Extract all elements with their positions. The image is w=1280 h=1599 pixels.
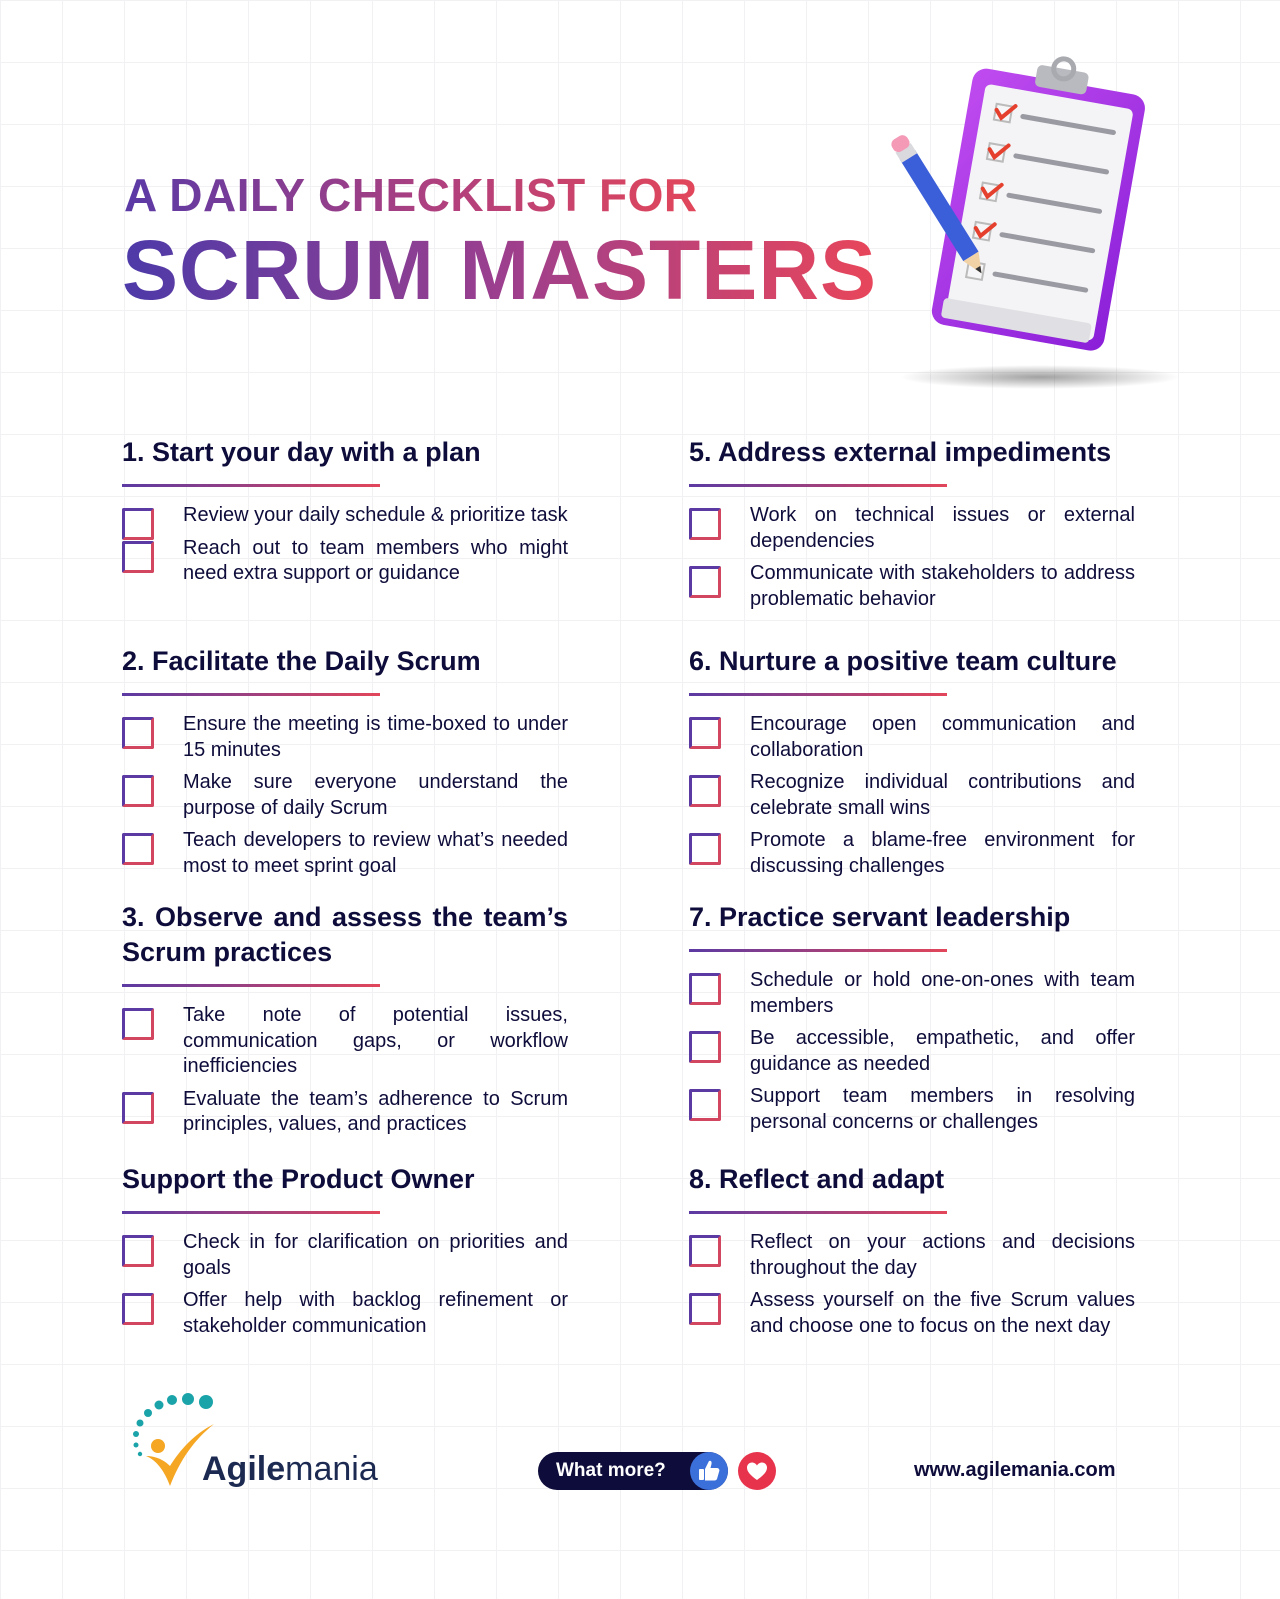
section-title: 5. Address external impediments <box>689 437 1112 467</box>
item-text: Schedule or hold one-on-ones with team m… <box>750 969 1135 1017</box>
thumbs-up-icon[interactable] <box>690 1452 728 1490</box>
checkbox[interactable] <box>122 1091 154 1124</box>
item-text: Make sure everyone understand the purpos… <box>183 771 568 819</box>
checkbox[interactable] <box>122 717 154 749</box>
checklist-item: Encourage open communication and collabo… <box>689 712 1135 763</box>
checklist-item: Communicate with stakeholders to address… <box>689 561 1135 612</box>
checklist-item: Review your daily schedule & prioritize … <box>122 503 568 540</box>
section-title: 7. Practice servant leadership <box>689 902 1071 932</box>
checkbox[interactable] <box>689 566 721 598</box>
item-text: Evaluate the team’s adherence to Scrum p… <box>183 1087 568 1136</box>
section-5: 5. Address external impediments Work on … <box>689 435 1135 619</box>
item-text: Recognize individual contributions and c… <box>750 771 1135 819</box>
website-link[interactable]: www.agilemania.com <box>914 1459 1116 1481</box>
checkbox[interactable] <box>689 717 721 749</box>
section-title: 2. Facilitate the Daily Scrum <box>122 646 481 676</box>
brand-name: Agilemania <box>202 1450 378 1489</box>
page-title-line2: SCRUM MASTERS <box>122 223 878 317</box>
item-text: Reach out to team members who might need… <box>183 536 568 585</box>
section-8: 8. Reflect and adapt Reflect on your act… <box>689 1162 1135 1346</box>
checklist-item: Reflect on your actions and decisions th… <box>689 1230 1135 1281</box>
checklist-item: Make sure everyone understand the purpos… <box>122 770 568 821</box>
checkbox[interactable] <box>689 833 721 865</box>
heart-icon[interactable] <box>738 1452 776 1490</box>
checkbox[interactable] <box>122 1293 154 1325</box>
section-title: 3. Observe and assess the team’s Scrum p… <box>122 902 568 967</box>
checklist-item: Check in for clarification on priorities… <box>122 1230 568 1281</box>
clipboard-illustration-icon <box>891 56 1180 389</box>
section-2: 2. Facilitate the Daily Scrum Ensure the… <box>122 644 568 886</box>
item-text: Be accessible, empathetic, and offer gui… <box>750 1027 1135 1075</box>
checklist-item: Assess yourself on the five Scrum values… <box>689 1288 1135 1339</box>
checklist-item: Take note of potential issues, communica… <box>122 1003 568 1080</box>
checkbox[interactable] <box>689 1089 721 1121</box>
checkbox[interactable] <box>122 508 154 540</box>
checklist-item: Teach developers to review what’s needed… <box>122 828 568 879</box>
checklist-item: Work on technical issues or external dep… <box>689 503 1135 554</box>
divider <box>689 484 947 487</box>
section-4: Support the Product Owner Check in for c… <box>122 1162 568 1346</box>
checklist-item: Recognize individual contributions and c… <box>689 770 1135 821</box>
item-text: Support team members in resolving person… <box>750 1085 1135 1133</box>
brand-light: mania <box>285 1450 378 1488</box>
checkbox[interactable] <box>689 1235 721 1267</box>
checklist-item: Ensure the meeting is time-boxed to unde… <box>122 712 568 763</box>
item-text: Communicate with stakeholders to address… <box>750 562 1135 610</box>
item-text: Review your daily schedule & prioritize … <box>183 504 568 526</box>
item-text: Take note of potential issues, communica… <box>183 1004 568 1077</box>
checklist-item: Promote a blame-free environment for dis… <box>689 828 1135 879</box>
item-text: Work on technical issues or external dep… <box>750 504 1135 552</box>
divider <box>689 1211 947 1214</box>
checkbox[interactable] <box>122 775 154 807</box>
checkbox[interactable] <box>689 775 721 807</box>
checkbox[interactable] <box>689 508 721 540</box>
section-6: 6. Nurture a positive team culture Encou… <box>689 644 1135 886</box>
checklist-item: Evaluate the team’s adherence to Scrum p… <box>122 1087 568 1138</box>
item-text: Teach developers to review what’s needed… <box>183 829 568 877</box>
divider <box>122 693 380 696</box>
checklist-item: Be accessible, empathetic, and offer gui… <box>689 1026 1135 1077</box>
brand-bold: Agile <box>202 1450 286 1488</box>
checklist-item: Schedule or hold one-on-ones with team m… <box>689 968 1135 1019</box>
checklist-item: Reach out to team members who might need… <box>122 536 568 587</box>
item-text: Assess yourself on the five Scrum values… <box>750 1289 1135 1337</box>
divider <box>122 484 380 487</box>
item-text: Promote a blame-free environment for dis… <box>750 829 1135 877</box>
checkbox[interactable] <box>122 833 154 865</box>
checkbox[interactable] <box>689 1293 721 1325</box>
checkbox[interactable] <box>689 1031 721 1063</box>
checkbox[interactable] <box>122 1235 154 1267</box>
page-title-line1: A DAILY CHECKLIST FOR <box>124 169 698 221</box>
section-title: 8. Reflect and adapt <box>689 1164 945 1194</box>
item-text: Reflect on your actions and decisions th… <box>750 1231 1135 1279</box>
checkbox[interactable] <box>689 973 721 1005</box>
section-title: 6. Nurture a positive team culture <box>689 646 1117 676</box>
item-text: Encourage open communication and collabo… <box>750 713 1135 761</box>
item-text: Offer help with backlog refinement or st… <box>183 1289 568 1337</box>
section-1: 1. Start your day with a plan Review you… <box>122 435 568 594</box>
checkbox[interactable] <box>122 540 154 573</box>
divider <box>689 949 947 952</box>
section-3: 3. Observe and assess the team’s Scrum p… <box>122 900 568 1145</box>
divider <box>689 693 947 696</box>
item-text: Ensure the meeting is time-boxed to unde… <box>183 713 568 761</box>
checklist-item: Offer help with backlog refinement or st… <box>122 1288 568 1339</box>
item-text: Check in for clarification on priorities… <box>183 1231 568 1279</box>
agilemania-logo-icon <box>133 1393 214 1486</box>
divider <box>122 984 380 987</box>
section-7: 7. Practice servant leadership Schedule … <box>689 900 1135 1142</box>
section-title: Support the Product Owner <box>122 1164 475 1194</box>
divider <box>122 1211 380 1214</box>
section-title: 1. Start your day with a plan <box>122 437 481 467</box>
checklist-item: Support team members in resolving person… <box>689 1084 1135 1135</box>
checkbox[interactable] <box>122 1008 154 1040</box>
